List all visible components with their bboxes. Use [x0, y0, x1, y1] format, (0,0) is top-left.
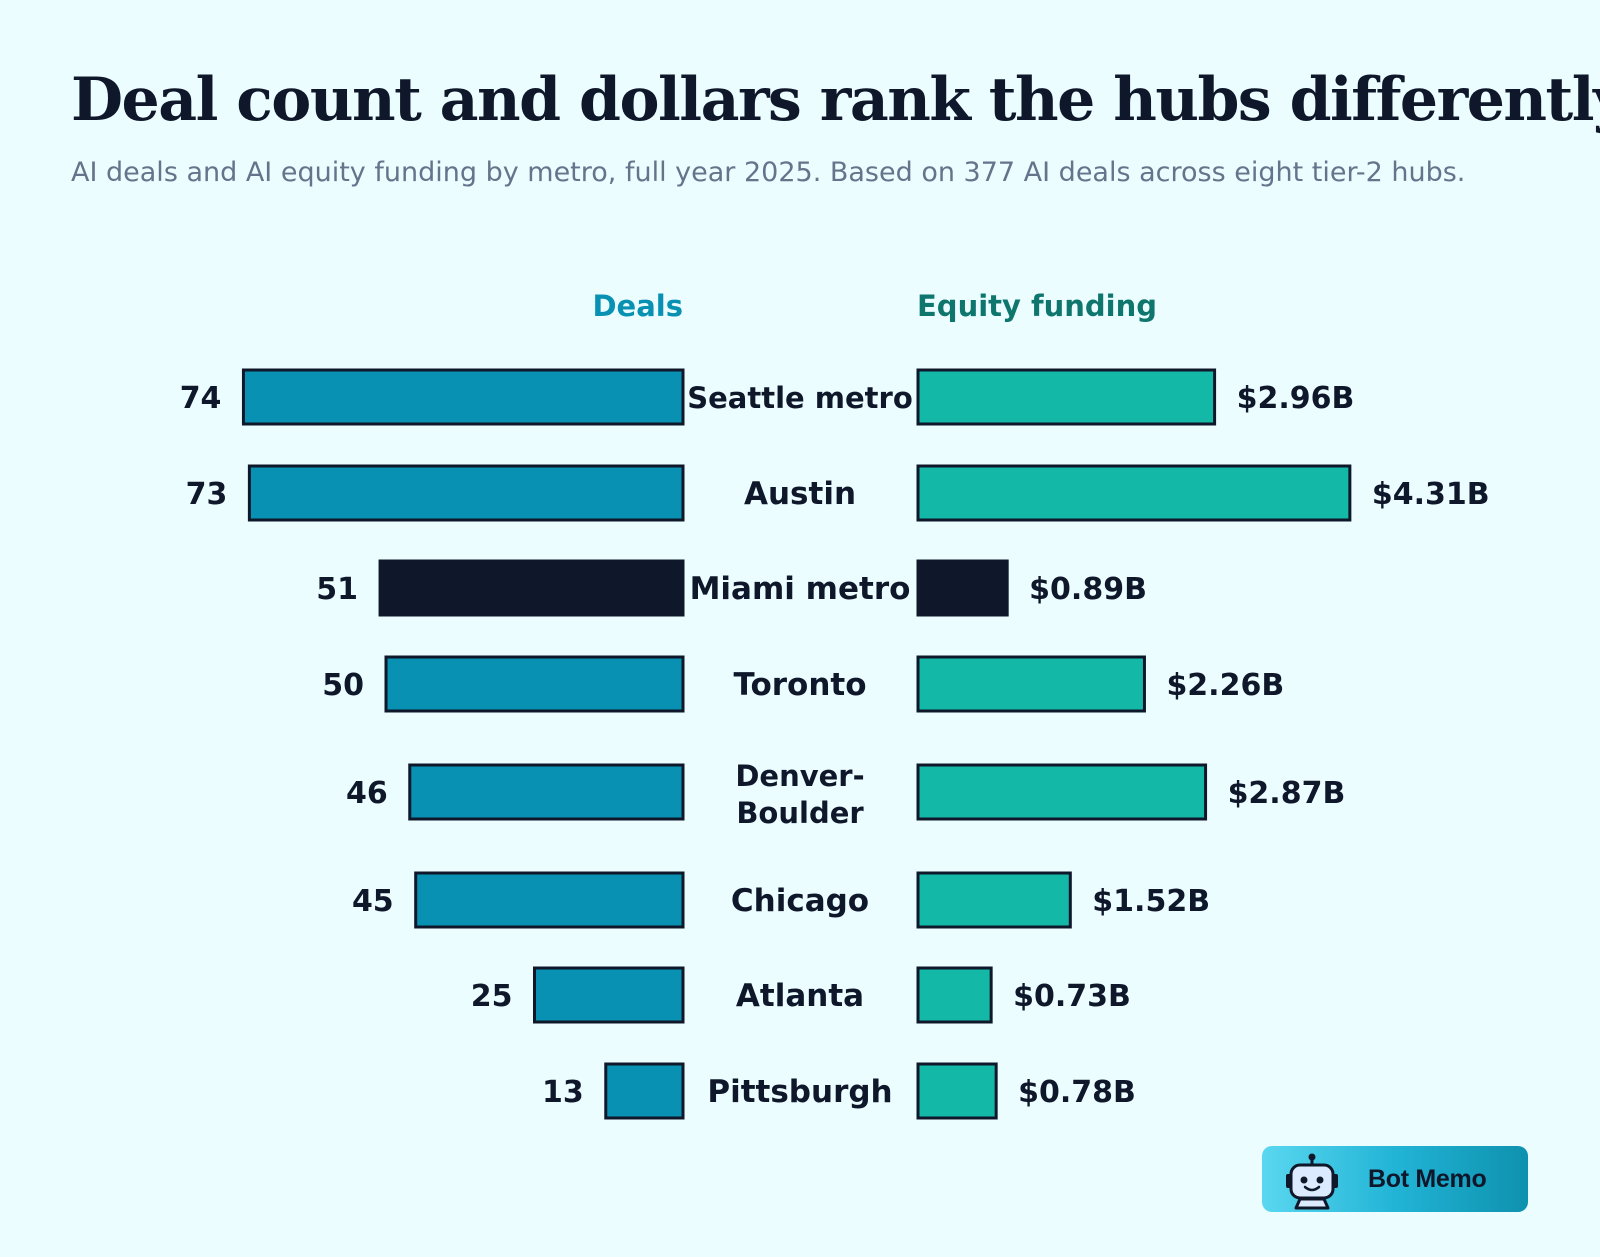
- funding-bar: [916, 1062, 998, 1120]
- deals-value-label: 50: [322, 668, 364, 703]
- deals-value-label: 45: [352, 884, 394, 919]
- funding-bar: [916, 966, 993, 1024]
- funding-bar: [916, 559, 1009, 617]
- funding-value-label: $4.31B: [1372, 477, 1490, 512]
- bot-memo-badge: Bot Memo: [1262, 1146, 1528, 1212]
- deals-header: Deals: [592, 289, 683, 323]
- deals-bar: [378, 559, 685, 617]
- category-label: Seattle metro: [687, 381, 913, 415]
- deals-bar: [241, 368, 685, 426]
- deals-value-label: 51: [316, 572, 358, 607]
- deals-value-label: 74: [180, 381, 222, 416]
- deals-bar: [533, 966, 685, 1024]
- category-label: Chicago: [731, 883, 869, 919]
- deals-value-label: 46: [346, 776, 388, 811]
- funding-bar: [916, 655, 1146, 713]
- deals-bar: [247, 464, 685, 522]
- deals-bar: [384, 655, 685, 713]
- badge-label: Bot Memo: [1368, 1165, 1487, 1193]
- deals-bar: [604, 1062, 685, 1120]
- category-label: Austin: [744, 476, 856, 512]
- deals-bar: [408, 763, 685, 821]
- robot-icon: [1286, 1153, 1338, 1210]
- funding-value-label: $2.96B: [1237, 381, 1355, 416]
- funding-value-label: $0.78B: [1018, 1075, 1136, 1110]
- funding-header: Equity funding: [917, 289, 1157, 323]
- funding-bar: [916, 871, 1072, 929]
- chart-rows: 74 $2.96B Seattle metro 73 $4.31B Austin 51 $0.…: [180, 368, 1490, 1120]
- funding-value-label: $2.87B: [1228, 776, 1346, 811]
- funding-bar: [916, 464, 1352, 522]
- funding-value-label: $0.89B: [1029, 572, 1147, 607]
- funding-value-label: $0.73B: [1013, 979, 1131, 1014]
- chart-subtitle: AI deals and AI equity funding by metro,…: [71, 157, 1466, 188]
- deals-bar: [414, 871, 685, 929]
- category-label: Toronto: [733, 667, 866, 703]
- funding-value-label: $2.26B: [1166, 668, 1284, 703]
- funding-value-label: $1.52B: [1092, 884, 1210, 919]
- category-label: Atlanta: [736, 978, 864, 1014]
- category-label: Pittsburgh: [707, 1074, 892, 1110]
- deals-value-label: 73: [186, 477, 228, 512]
- category-label: Miami metro: [690, 571, 911, 607]
- category-label: Denver-Boulder: [735, 759, 864, 830]
- deals-value-label: 25: [471, 979, 513, 1014]
- funding-bar: [916, 763, 1208, 821]
- funding-bar: [916, 368, 1217, 426]
- deals-value-label: 13: [542, 1075, 584, 1110]
- chart-title: Deal count and dollars rank the hubs dif…: [71, 65, 1600, 135]
